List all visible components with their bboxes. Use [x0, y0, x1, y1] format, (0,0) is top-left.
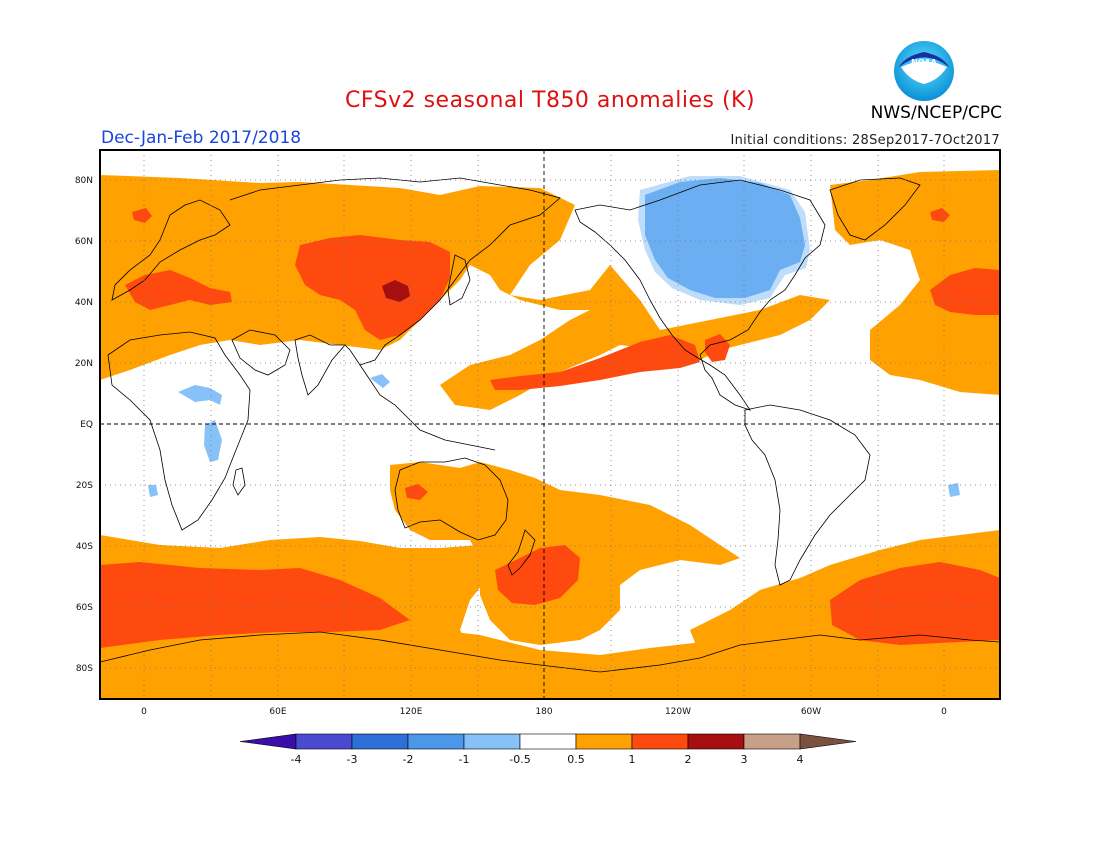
region-mongolia-darkred [382, 280, 410, 302]
colorbar-label: 1 [629, 753, 636, 766]
colorbar-swatch [407, 733, 465, 750]
colorbar-label: -0.5 [509, 753, 530, 766]
region-scandinavia-red [132, 208, 152, 223]
region-atlantic-europe-orange [830, 170, 1000, 395]
lon-tick: 120E [400, 707, 423, 717]
colorbar-label: 0.5 [567, 753, 585, 766]
lat-tick: 60N [75, 237, 93, 247]
lon-tick: 0 [941, 707, 947, 717]
region-antarctic-orange [100, 628, 1000, 699]
colorbar-arrow-high [799, 733, 857, 750]
lon-tick: 120W [665, 707, 691, 717]
lon-tick: 60W [801, 707, 821, 717]
region-seasia-lightblue [370, 374, 390, 388]
lat-tick: 40S [76, 542, 93, 552]
colorbar-label: -3 [347, 753, 358, 766]
colorbar-arrow-low [239, 733, 297, 750]
coast-antarctica [100, 631, 1000, 673]
coast-north-america [574, 179, 826, 411]
region-greenland-red [930, 208, 950, 222]
grid-lines [100, 150, 1000, 699]
coast-japan [447, 254, 471, 306]
logo-bird-top [899, 52, 949, 67]
lon-tick: 0 [141, 707, 147, 717]
lat-tick: 40N [75, 298, 93, 308]
colorbar-swatch [687, 733, 745, 750]
colorbar-swatch [351, 733, 409, 750]
anomaly-red-regions [100, 208, 1000, 648]
region-madagascar-lightblue [148, 485, 158, 497]
colorbar-label: 3 [741, 753, 748, 766]
region-central-asia-red [295, 235, 450, 340]
lon-tick: 180 [535, 707, 552, 717]
colorbar-label: -4 [291, 753, 302, 766]
region-east-africa-lightblue [204, 420, 222, 462]
colorbar-label: -1 [459, 753, 470, 766]
region-new-zealand-red [495, 545, 580, 605]
lat-tick: 20N [75, 359, 93, 369]
forecast-period: Dec-Jan-Feb 2017/2018 [101, 128, 302, 148]
coast-greenland [829, 177, 921, 241]
colorbar-label: 2 [685, 753, 692, 766]
lon-tick: 60E [269, 707, 286, 717]
region-southern-ocean-east-red [830, 562, 1000, 645]
coast-madagascar [232, 467, 246, 496]
region-pacific-red [490, 335, 700, 390]
colorbar-label: -2 [403, 753, 414, 766]
colorbar-swatch [631, 733, 689, 750]
region-europe-red [125, 270, 232, 310]
coast-arabia [231, 329, 291, 376]
lat-tick: EQ [80, 420, 93, 430]
colorbar-swatch [743, 733, 801, 750]
coast-india [294, 334, 346, 396]
region-brazil-lightblue [948, 483, 960, 497]
coast-new-zealand [507, 529, 536, 576]
agency-label: NWS/NCEP/CPC [870, 103, 1002, 123]
coast-africa [107, 331, 251, 531]
coast-asia-north [229, 177, 561, 366]
noaa-logo: NOAA [894, 41, 954, 101]
coastlines [100, 177, 1000, 673]
colorbar-label: 4 [797, 753, 804, 766]
lat-tick: 80N [75, 176, 93, 186]
anomaly-field [100, 150, 1000, 699]
coast-south-america [744, 404, 871, 586]
coast-seasia [359, 364, 496, 451]
region-gulf-red [705, 334, 730, 362]
lat-axis: 80N 60N 40N 20N EQ 20S 40S 60S 80S [75, 176, 93, 674]
colorbar-swatch [463, 733, 521, 750]
lat-tick: 60S [76, 603, 93, 613]
colorbar-swatch [295, 733, 353, 750]
region-europe-east-red [930, 268, 1000, 315]
colorbar-swatch [519, 733, 577, 750]
colorbar-swatch [575, 733, 633, 750]
region-eurasia-orange [100, 175, 830, 410]
lon-axis: 0 60E 120E 180 120W 60W 0 [141, 707, 947, 717]
region-canada-lightblue [638, 176, 810, 305]
coast-europe [111, 199, 231, 301]
lat-tick: 20S [76, 481, 93, 491]
initial-conditions: Initial conditions: 28Sep2017-7Oct2017 [730, 133, 1000, 148]
map-frame [99, 149, 1001, 700]
coast-australia [394, 457, 509, 541]
colorbar: -4 -3 -2 -1 -0.5 0.5 1 2 3 4 [239, 733, 857, 766]
map-title: CFSv2 seasonal T850 anomalies (K) [344, 88, 756, 113]
logo-text: NOAA [911, 58, 937, 67]
logo-bird-white [901, 61, 947, 84]
lat-tick: 80S [76, 664, 93, 674]
region-southern-ocean-west-red [100, 562, 410, 648]
